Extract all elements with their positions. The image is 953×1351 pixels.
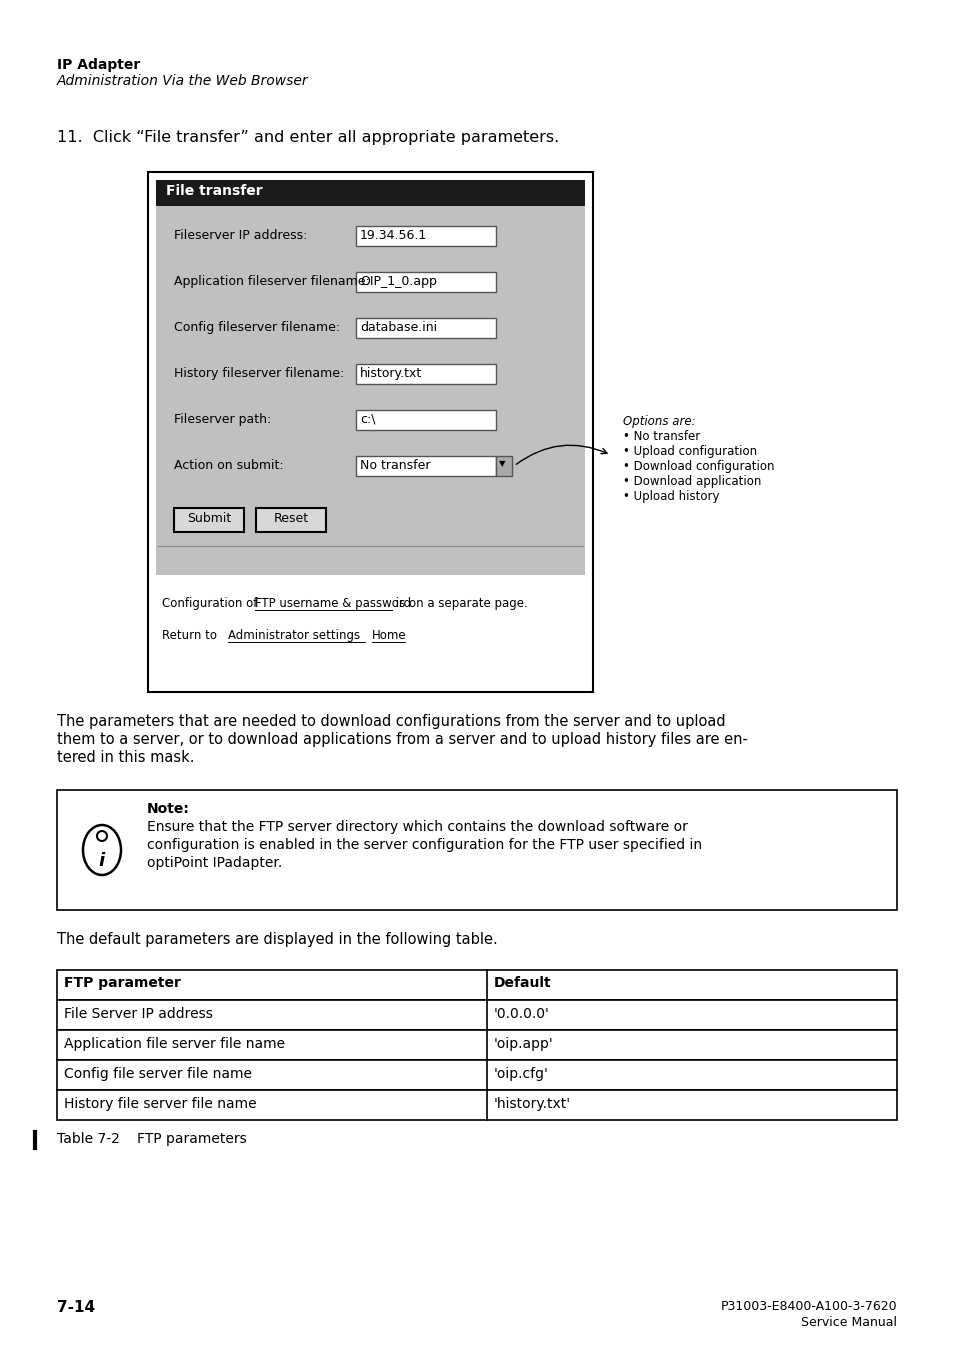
Bar	[355, 409, 496, 430]
Text: Submit: Submit	[187, 512, 231, 526]
Bar	[355, 226, 496, 246]
Text: 7-14: 7-14	[57, 1300, 95, 1315]
Bar	[156, 180, 584, 576]
Text: FTP username & password: FTP username & password	[254, 597, 411, 611]
Text: No transfer: No transfer	[359, 459, 430, 471]
Text: • Upload configuration: • Upload configuration	[622, 444, 757, 458]
Bar	[57, 970, 896, 1000]
Text: optiPoint IPadapter.: optiPoint IPadapter.	[147, 857, 282, 870]
Text: i: i	[99, 852, 105, 870]
Text: • No transfer: • No transfer	[622, 430, 700, 443]
Text: History fileserver filename:: History fileserver filename:	[173, 367, 344, 380]
Bar	[57, 1000, 896, 1029]
Text: • Download application: • Download application	[622, 476, 760, 488]
Bar	[57, 1090, 896, 1120]
Text: '0.0.0.0': '0.0.0.0'	[494, 1006, 549, 1021]
Bar	[355, 317, 496, 338]
Text: Service Manual: Service Manual	[801, 1316, 896, 1329]
Text: configuration is enabled in the server configuration for the FTP user specified : configuration is enabled in the server c…	[147, 838, 701, 852]
Text: FTP parameter: FTP parameter	[64, 975, 181, 990]
Text: 'oip.app': 'oip.app'	[494, 1038, 553, 1051]
Text: OIP_1_0.app: OIP_1_0.app	[359, 276, 436, 288]
Bar	[173, 508, 244, 532]
Text: Fileserver IP address:: Fileserver IP address:	[173, 230, 307, 242]
Text: Fileserver path:: Fileserver path:	[173, 413, 271, 426]
Text: c:\: c:\	[359, 413, 375, 426]
Bar	[57, 1061, 896, 1090]
Text: Note:: Note:	[147, 802, 190, 816]
Text: Home: Home	[372, 630, 406, 642]
Text: Config fileserver filename:: Config fileserver filename:	[173, 322, 340, 334]
Text: The default parameters are displayed in the following table.: The default parameters are displayed in …	[57, 932, 497, 947]
Text: 'oip.cfg': 'oip.cfg'	[494, 1067, 548, 1081]
Text: Application file server file name: Application file server file name	[64, 1038, 285, 1051]
Text: Application fileserver filename:: Application fileserver filename:	[173, 276, 370, 288]
Bar	[156, 180, 584, 205]
Text: IP Adapter: IP Adapter	[57, 58, 140, 72]
Text: • Download configuration: • Download configuration	[622, 459, 774, 473]
Text: history.txt: history.txt	[359, 367, 422, 380]
Text: File Server IP address: File Server IP address	[64, 1006, 213, 1021]
Text: Options are:: Options are:	[622, 415, 695, 428]
Text: Config file server file name: Config file server file name	[64, 1067, 252, 1081]
Bar	[255, 508, 326, 532]
Text: • Upload history: • Upload history	[622, 490, 719, 503]
Text: History file server file name: History file server file name	[64, 1097, 256, 1111]
Text: File transfer: File transfer	[166, 184, 262, 199]
Text: 19.34.56.1: 19.34.56.1	[359, 230, 427, 242]
Text: P31003-E8400-A100-3-7620: P31003-E8400-A100-3-7620	[720, 1300, 896, 1313]
Bar	[355, 457, 496, 476]
Text: Return to: Return to	[162, 630, 220, 642]
Text: Ensure that the FTP server directory which contains the download software or: Ensure that the FTP server directory whi…	[147, 820, 687, 834]
Text: 11.  Click “File transfer” and enter all appropriate parameters.: 11. Click “File transfer” and enter all …	[57, 130, 558, 145]
Bar	[57, 1029, 896, 1061]
Text: Table 7-2: Table 7-2	[57, 1132, 120, 1146]
Text: Action on submit:: Action on submit:	[173, 459, 283, 471]
Text: The parameters that are needed to download configurations from the server and to: The parameters that are needed to downlo…	[57, 713, 725, 730]
Bar	[355, 363, 496, 384]
Text: database.ini: database.ini	[359, 322, 436, 334]
Bar	[355, 272, 496, 292]
Text: is on a separate page.: is on a separate page.	[392, 597, 527, 611]
Text: 'history.txt': 'history.txt'	[494, 1097, 571, 1111]
Text: Reset: Reset	[274, 512, 308, 526]
Text: Administrator settings: Administrator settings	[228, 630, 359, 642]
Text: ▼: ▼	[498, 459, 505, 467]
Text: tered in this mask.: tered in this mask.	[57, 750, 194, 765]
Text: Default: Default	[494, 975, 551, 990]
Text: Administration Via the Web Browser: Administration Via the Web Browser	[57, 74, 309, 88]
Bar	[496, 457, 512, 476]
Text: Configuration of: Configuration of	[162, 597, 261, 611]
Text: them to a server, or to download applications from a server and to upload histor: them to a server, or to download applica…	[57, 732, 747, 747]
Bar	[148, 172, 593, 692]
Text: FTP parameters: FTP parameters	[137, 1132, 247, 1146]
Bar	[57, 790, 896, 911]
